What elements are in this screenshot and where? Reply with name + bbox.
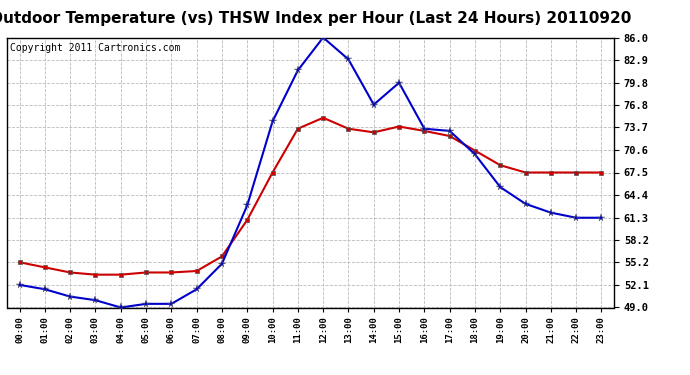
Text: Copyright 2011 Cartronics.com: Copyright 2011 Cartronics.com	[10, 43, 180, 53]
Text: Outdoor Temperature (vs) THSW Index per Hour (Last 24 Hours) 20110920: Outdoor Temperature (vs) THSW Index per …	[0, 11, 631, 26]
